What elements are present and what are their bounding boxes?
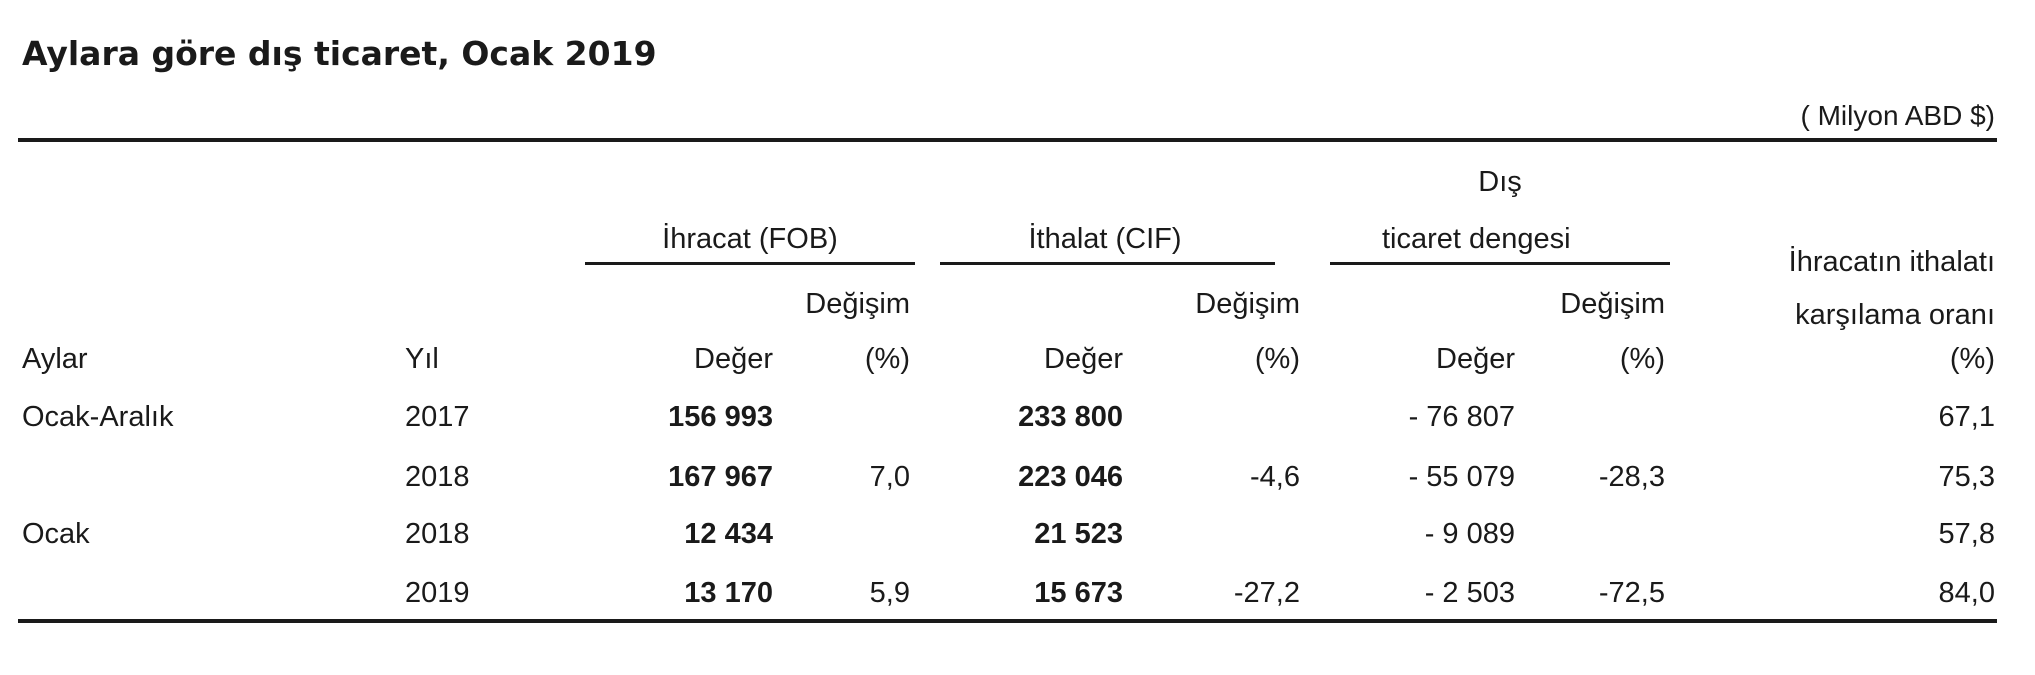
year-cell: 2017 [405, 401, 470, 433]
header-ihracat: İhracat (FOB) [662, 223, 838, 255]
header-imp-pct: (%) [1254, 343, 1300, 375]
header-denge-line2: ticaret dengesi [1382, 223, 1571, 255]
coverage-ratio-cell: 57,8 [1938, 518, 1995, 550]
bottom-rule [18, 619, 1997, 623]
year-cell: 2018 [405, 518, 470, 550]
month-cell: Ocak-Aralık [22, 401, 174, 433]
export-value-cell: 156 993 [668, 401, 773, 433]
header-oran-line1: İhracatın ithalatı [1788, 246, 1995, 278]
coverage-ratio-cell: 67,1 [1938, 401, 1995, 433]
balance-change-cell: -72,5 [1598, 577, 1665, 609]
header-aylar: Aylar [22, 343, 88, 375]
balance-value-cell: - 76 807 [1408, 401, 1515, 433]
header-imp-degisim: Değişim [1195, 288, 1300, 320]
table-title: Aylara göre dış ticaret, Ocak 2019 [22, 34, 657, 73]
header-imp-deger: Değer [1044, 343, 1123, 375]
header-bal-degisim: Değişim [1560, 288, 1665, 320]
balance-value-cell: - 9 089 [1424, 518, 1515, 550]
export-value-cell: 13 170 [684, 577, 773, 609]
export-value-cell: 167 967 [668, 461, 773, 493]
top-rule [18, 138, 1997, 142]
denge-underline [1330, 262, 1670, 265]
balance-value-cell: - 2 503 [1424, 577, 1515, 609]
balance-change-cell: -28,3 [1598, 461, 1665, 493]
header-exp-degisim: Değişim [805, 288, 910, 320]
header-yil: Yıl [405, 343, 439, 375]
month-cell: Ocak [22, 518, 90, 550]
import-value-cell: 223 046 [1018, 461, 1123, 493]
year-cell: 2019 [405, 577, 470, 609]
export-value-cell: 12 434 [684, 518, 773, 550]
import-value-cell: 21 523 [1034, 518, 1123, 550]
import-change-cell: -27,2 [1233, 577, 1300, 609]
year-cell: 2018 [405, 461, 470, 493]
export-change-cell: 7,0 [869, 461, 910, 493]
export-change-cell: 5,9 [869, 577, 910, 609]
header-denge-line1: Dış [1478, 166, 1522, 198]
header-oran-line2: karşılama oranı [1795, 299, 1995, 331]
header-exp-deger: Değer [694, 343, 773, 375]
header-ithalat: İthalat (CIF) [1028, 223, 1182, 255]
import-value-cell: 15 673 [1034, 577, 1123, 609]
ithalat-underline [940, 262, 1275, 265]
coverage-ratio-cell: 75,3 [1938, 461, 1995, 493]
balance-value-cell: - 55 079 [1408, 461, 1515, 493]
header-exp-pct: (%) [864, 343, 910, 375]
import-value-cell: 233 800 [1018, 401, 1123, 433]
header-bal-pct: (%) [1619, 343, 1665, 375]
header-bal-deger: Değer [1436, 343, 1515, 375]
import-change-cell: -4,6 [1250, 461, 1300, 493]
coverage-ratio-cell: 84,0 [1938, 577, 1995, 609]
header-oran-line3: (%) [1949, 343, 1995, 375]
ihracat-underline [585, 262, 915, 265]
unit-label: ( Milyon ABD $) [1800, 100, 1996, 131]
